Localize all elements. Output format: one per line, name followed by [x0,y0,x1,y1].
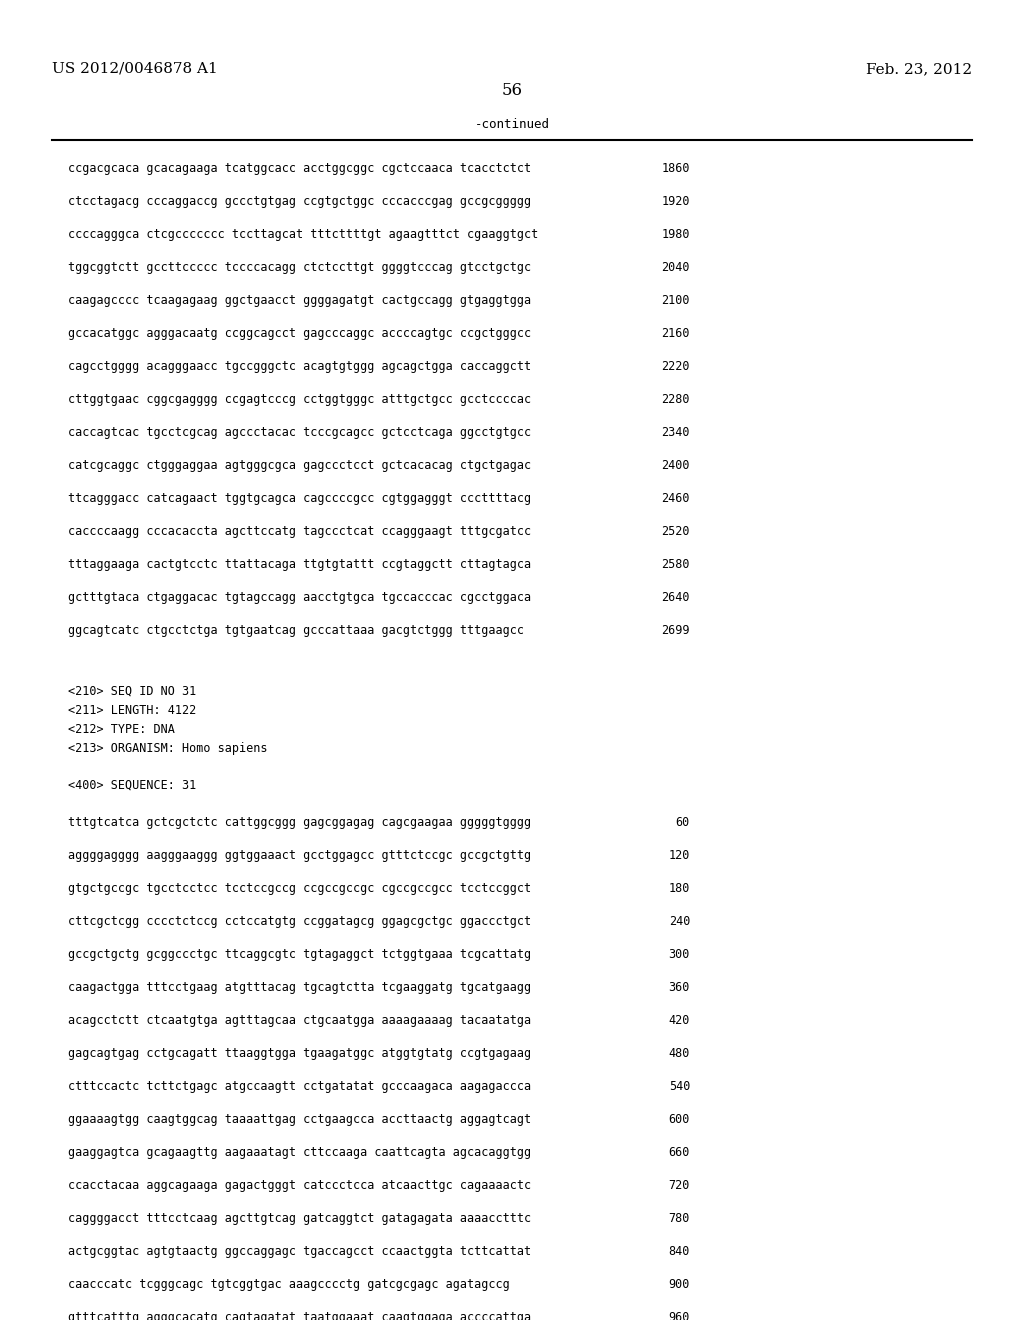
Text: cttggtgaac cggcgagggg ccgagtcccg cctggtgggc atttgctgcc gcctccccac: cttggtgaac cggcgagggg ccgagtcccg cctggtg… [68,393,531,407]
Text: ggaaaagtgg caagtggcag taaaattgag cctgaagcca accttaactg aggagtcagt: ggaaaagtgg caagtggcag taaaattgag cctgaag… [68,1113,531,1126]
Text: 60: 60 [676,816,690,829]
Text: <400> SEQUENCE: 31: <400> SEQUENCE: 31 [68,779,197,792]
Text: 480: 480 [669,1047,690,1060]
Text: gagcagtgag cctgcagatt ttaaggtgga tgaagatggc atggtgtatg ccgtgagaag: gagcagtgag cctgcagatt ttaaggtgga tgaagat… [68,1047,531,1060]
Text: ttcagggacc catcagaact tggtgcagca cagccccgcc cgtggagggt cccttttacg: ttcagggacc catcagaact tggtgcagca cagcccc… [68,492,531,506]
Text: 840: 840 [669,1245,690,1258]
Text: caagagcccc tcaagagaag ggctgaacct ggggagatgt cactgccagg gtgaggtgga: caagagcccc tcaagagaag ggctgaacct ggggaga… [68,294,531,308]
Text: 2699: 2699 [662,624,690,638]
Text: caccagtcac tgcctcgcag agccctacac tcccgcagcc gctcctcaga ggcctgtgcc: caccagtcac tgcctcgcag agccctacac tcccgca… [68,426,531,440]
Text: catcgcaggc ctgggaggaa agtgggcgca gagccctcct gctcacacag ctgctgagac: catcgcaggc ctgggaggaa agtgggcgca gagccct… [68,459,531,473]
Text: 1920: 1920 [662,195,690,209]
Text: ctttccactc tcttctgagc atgccaagtt cctgatatat gcccaagaca aagagaccca: ctttccactc tcttctgagc atgccaagtt cctgata… [68,1080,531,1093]
Text: gccgctgctg gcggccctgc ttcaggcgtc tgtagaggct tctggtgaaa tcgcattatg: gccgctgctg gcggccctgc ttcaggcgtc tgtagag… [68,948,531,961]
Text: gctttgtaca ctgaggacac tgtagccagg aacctgtgca tgccacccac cgcctggaca: gctttgtaca ctgaggacac tgtagccagg aacctgt… [68,591,531,605]
Text: 2280: 2280 [662,393,690,407]
Text: tttaggaaga cactgtcctc ttattacaga ttgtgtattt ccgtaggctt cttagtagca: tttaggaaga cactgtcctc ttattacaga ttgtgta… [68,558,531,572]
Text: 420: 420 [669,1014,690,1027]
Text: 300: 300 [669,948,690,961]
Text: caggggacct tttcctcaag agcttgtcag gatcaggtct gatagagata aaaacctttc: caggggacct tttcctcaag agcttgtcag gatcagg… [68,1212,531,1225]
Text: 2580: 2580 [662,558,690,572]
Text: 360: 360 [669,981,690,994]
Text: 240: 240 [669,915,690,928]
Text: caccccaagg cccacaccta agcttccatg tagccctcat ccagggaagt tttgcgatcc: caccccaagg cccacaccta agcttccatg tagccct… [68,525,531,539]
Text: <210> SEQ ID NO 31: <210> SEQ ID NO 31 [68,685,197,698]
Text: 180: 180 [669,882,690,895]
Text: Feb. 23, 2012: Feb. 23, 2012 [866,62,972,77]
Text: ccacctacaa aggcagaaga gagactgggt catccctcca atcaacttgc cagaaaactc: ccacctacaa aggcagaaga gagactgggt catccct… [68,1179,531,1192]
Text: 2520: 2520 [662,525,690,539]
Text: acagcctctt ctcaatgtga agtttagcaa ctgcaatgga aaaagaaaag tacaatatga: acagcctctt ctcaatgtga agtttagcaa ctgcaat… [68,1014,531,1027]
Text: ccccagggca ctcgccccccc tccttagcat tttcttttgt agaagtttct cgaaggtgct: ccccagggca ctcgccccccc tccttagcat tttctt… [68,228,539,242]
Text: 1980: 1980 [662,228,690,242]
Text: <211> LENGTH: 4122: <211> LENGTH: 4122 [68,704,197,717]
Text: 56: 56 [502,82,522,99]
Text: ctcctagacg cccaggaccg gccctgtgag ccgtgctggc cccacccgag gccgcggggg: ctcctagacg cccaggaccg gccctgtgag ccgtgct… [68,195,531,209]
Text: 540: 540 [669,1080,690,1093]
Text: tttgtcatca gctcgctctc cattggcggg gagcggagag cagcgaagaa gggggtgggg: tttgtcatca gctcgctctc cattggcggg gagcgga… [68,816,531,829]
Text: 780: 780 [669,1212,690,1225]
Text: caagactgga tttcctgaag atgtttacag tgcagtctta tcgaaggatg tgcatgaagg: caagactgga tttcctgaag atgtttacag tgcagtc… [68,981,531,994]
Text: -continued: -continued [474,117,550,131]
Text: 2460: 2460 [662,492,690,506]
Text: 660: 660 [669,1146,690,1159]
Text: cagcctgggg acagggaacc tgccgggctc acagtgtggg agcagctgga caccaggctt: cagcctgggg acagggaacc tgccgggctc acagtgt… [68,360,531,374]
Text: tggcggtctt gccttccccc tccccacagg ctctccttgt ggggtcccag gtcctgctgc: tggcggtctt gccttccccc tccccacagg ctctcct… [68,261,531,275]
Text: 2220: 2220 [662,360,690,374]
Text: ccgacgcaca gcacagaaga tcatggcacc acctggcggc cgctccaaca tcacctctct: ccgacgcaca gcacagaaga tcatggcacc acctggc… [68,162,531,176]
Text: 1860: 1860 [662,162,690,176]
Text: <213> ORGANISM: Homo sapiens: <213> ORGANISM: Homo sapiens [68,742,267,755]
Text: gaaggagtca gcagaagttg aagaaatagt cttccaaga caattcagta agcacaggtgg: gaaggagtca gcagaagttg aagaaatagt cttccaa… [68,1146,531,1159]
Text: 600: 600 [669,1113,690,1126]
Text: gtttcatttg agggcacatg cagtagatat taatggaaat caagtggaga accccattga: gtttcatttg agggcacatg cagtagatat taatgga… [68,1311,531,1320]
Text: aggggagggg aagggaaggg ggtggaaact gcctggagcc gtttctccgc gccgctgttg: aggggagggg aagggaaggg ggtggaaact gcctgga… [68,849,531,862]
Text: 900: 900 [669,1278,690,1291]
Text: 960: 960 [669,1311,690,1320]
Text: 2100: 2100 [662,294,690,308]
Text: gtgctgccgc tgcctcctcc tcctccgccg ccgccgccgc cgccgccgcc tcctccggct: gtgctgccgc tgcctcctcc tcctccgccg ccgccgc… [68,882,531,895]
Text: 720: 720 [669,1179,690,1192]
Text: 2160: 2160 [662,327,690,341]
Text: ggcagtcatc ctgcctctga tgtgaatcag gcccattaaa gacgtctggg tttgaagcc: ggcagtcatc ctgcctctga tgtgaatcag gcccatt… [68,624,524,638]
Text: actgcggtac agtgtaactg ggccaggagc tgaccagcct ccaactggta tcttcattat: actgcggtac agtgtaactg ggccaggagc tgaccag… [68,1245,531,1258]
Text: 2640: 2640 [662,591,690,605]
Text: 120: 120 [669,849,690,862]
Text: 2040: 2040 [662,261,690,275]
Text: 2400: 2400 [662,459,690,473]
Text: caacccatc tcgggcagc tgtcggtgac aaagcccctg gatcgcgagc agatagccg: caacccatc tcgggcagc tgtcggtgac aaagcccct… [68,1278,510,1291]
Text: cttcgctcgg cccctctccg cctccatgtg ccggatagcg ggagcgctgc ggaccctgct: cttcgctcgg cccctctccg cctccatgtg ccggata… [68,915,531,928]
Text: 2340: 2340 [662,426,690,440]
Text: gccacatggc agggacaatg ccggcagcct gagcccaggc accccagtgc ccgctgggcc: gccacatggc agggacaatg ccggcagcct gagccca… [68,327,531,341]
Text: <212> TYPE: DNA: <212> TYPE: DNA [68,723,175,737]
Text: US 2012/0046878 A1: US 2012/0046878 A1 [52,62,218,77]
